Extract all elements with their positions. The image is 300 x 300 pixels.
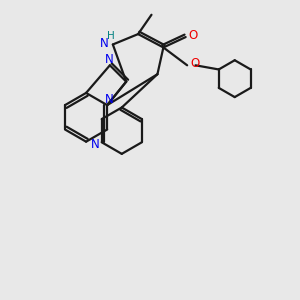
Text: O: O bbox=[188, 29, 198, 42]
Text: H: H bbox=[107, 31, 115, 41]
Text: N: N bbox=[91, 138, 100, 151]
Text: N: N bbox=[105, 93, 114, 106]
Text: N: N bbox=[100, 38, 109, 50]
Text: N: N bbox=[105, 53, 114, 66]
Text: O: O bbox=[190, 57, 199, 70]
